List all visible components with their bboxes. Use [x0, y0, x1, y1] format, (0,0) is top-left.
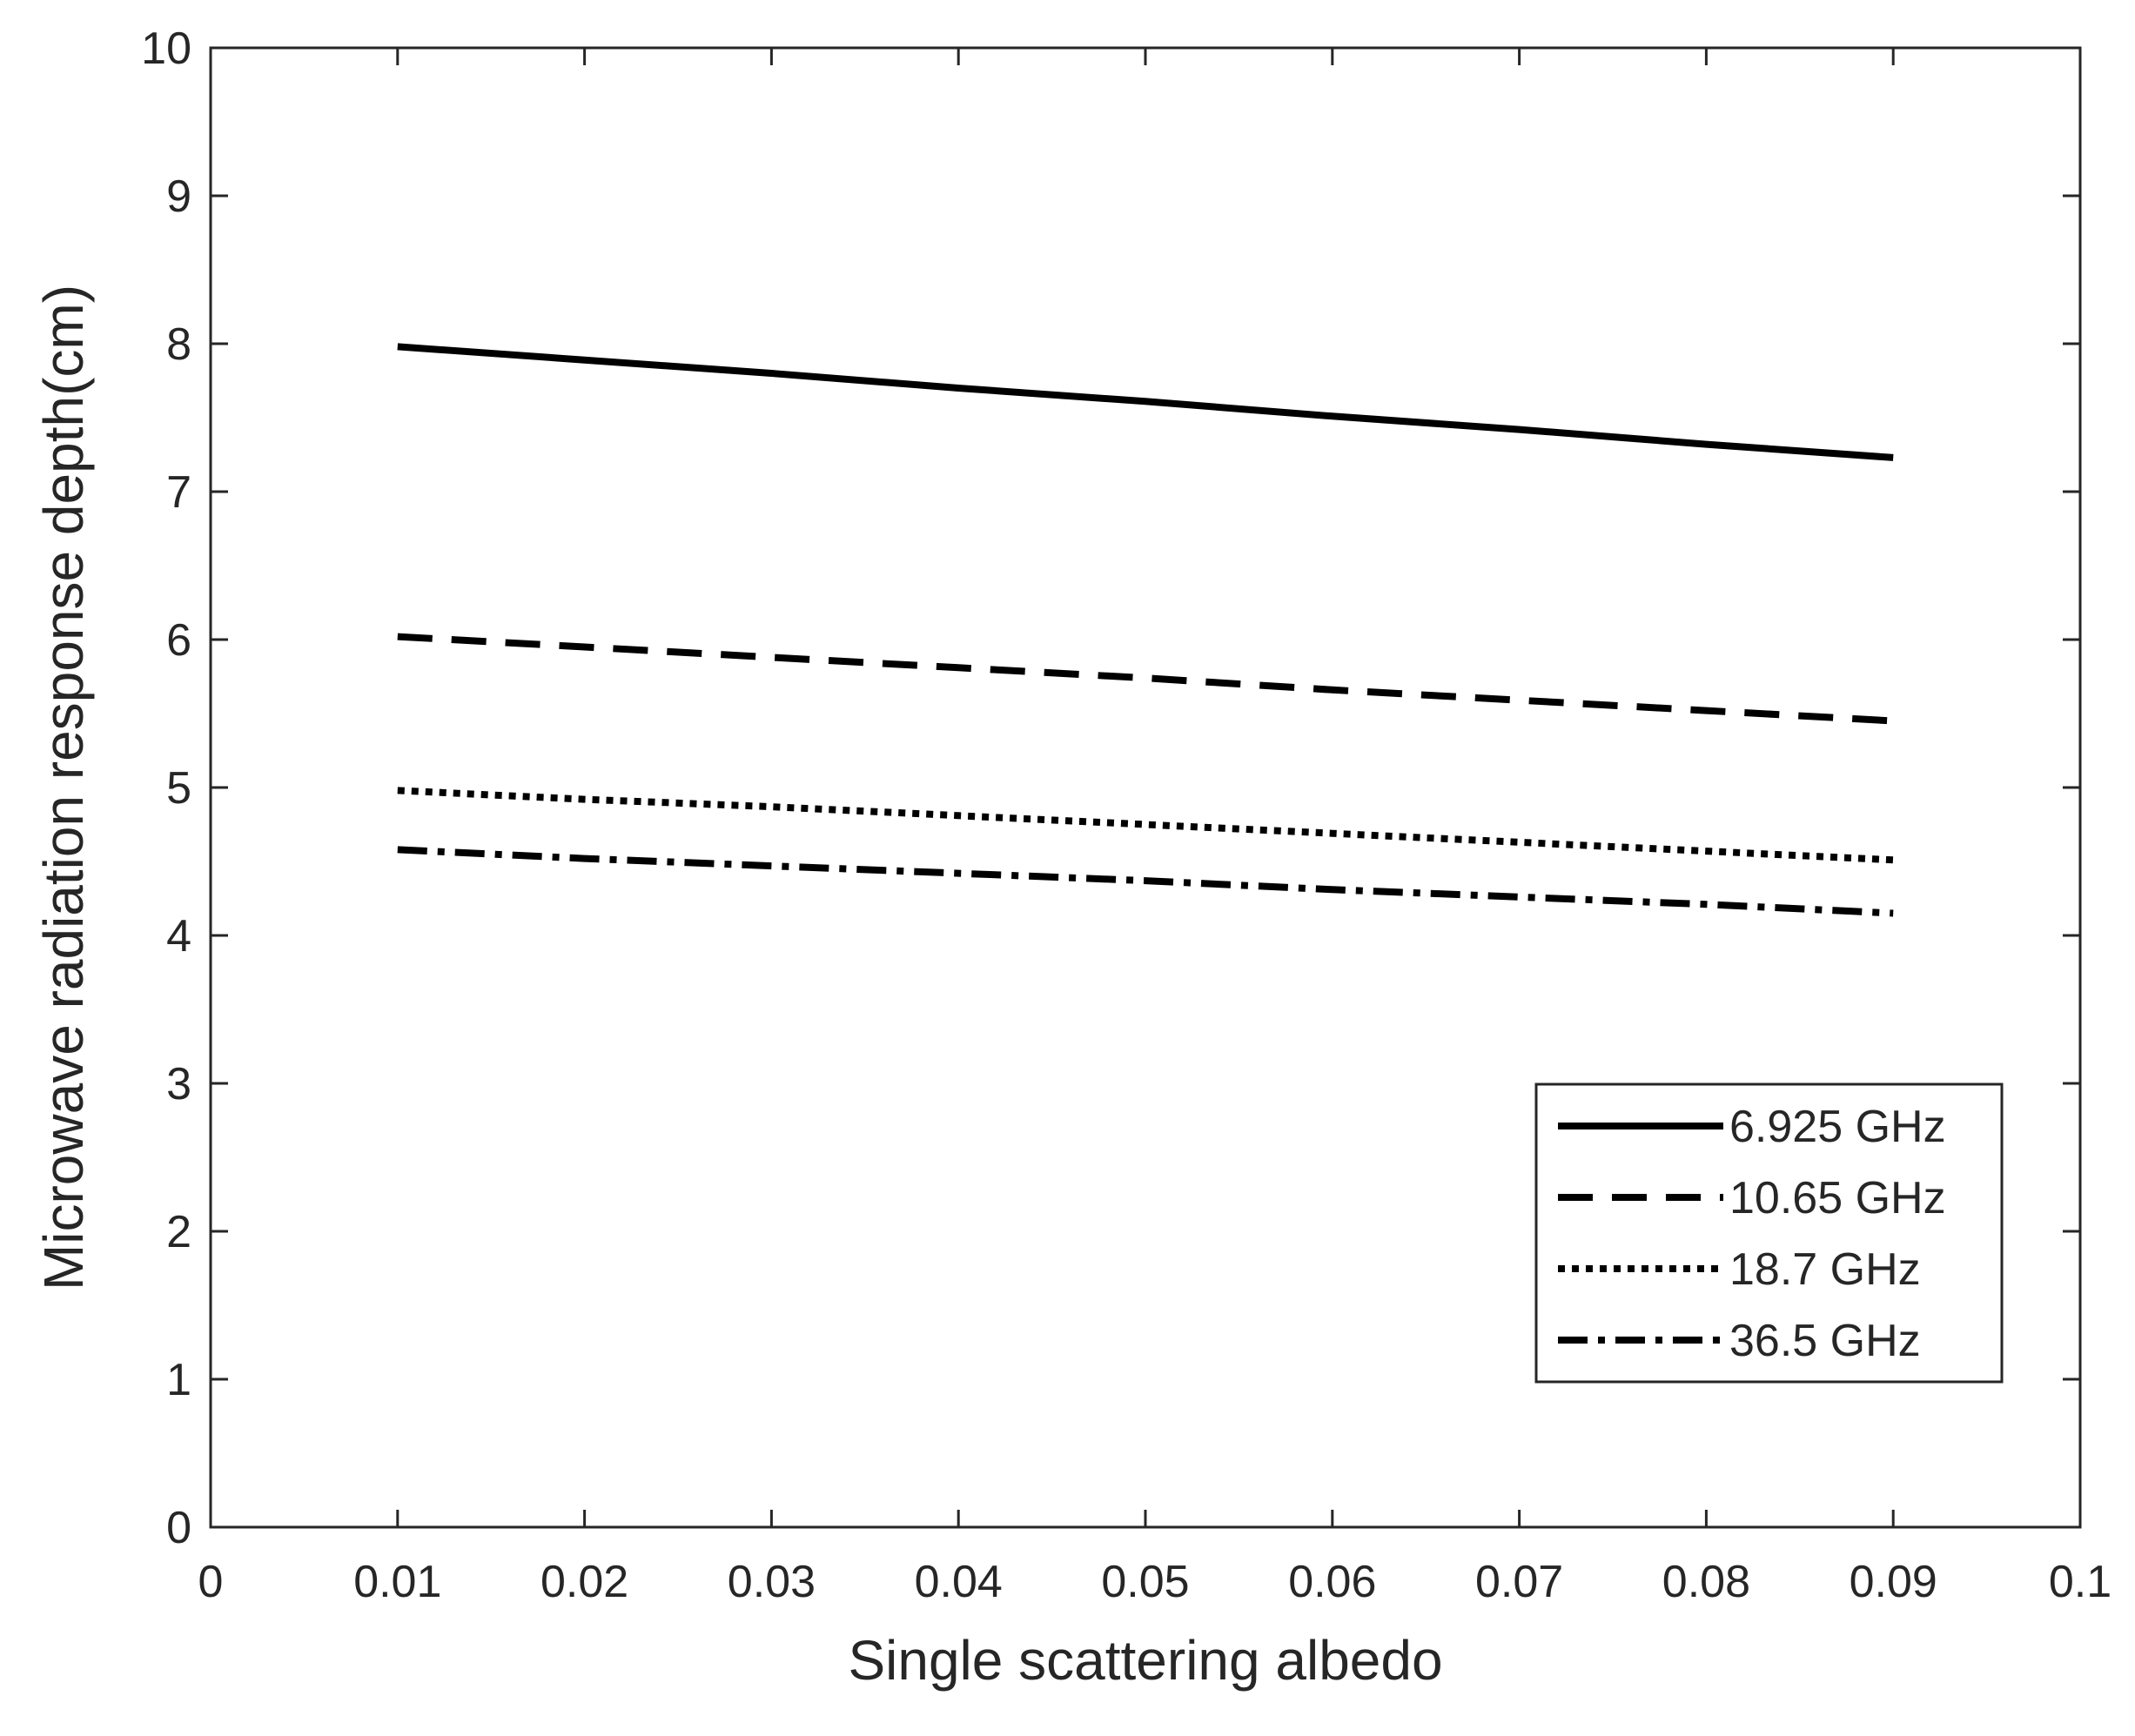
y-tick-label: 9 [166, 171, 191, 222]
y-tick-label: 1 [166, 1355, 191, 1405]
x-tick-label: 0.08 [1662, 1557, 1750, 1607]
y-tick-label: 5 [166, 763, 191, 814]
y-tick-label: 10 [141, 23, 191, 74]
y-tick-label: 2 [166, 1207, 191, 1257]
x-tick-label: 0.07 [1475, 1557, 1563, 1607]
x-tick-label: 0.09 [1850, 1557, 1937, 1607]
legend-label: 18.7 GHz [1729, 1244, 1921, 1295]
y-tick-label: 6 [166, 615, 191, 666]
x-tick-label: 0.03 [728, 1557, 816, 1607]
x-tick-label: 0.01 [353, 1557, 441, 1607]
legend: 6.925 GHz 10.65 GHz 18.7 GHz 36.5 GHz [1534, 1082, 2004, 1384]
x-tick-label: 0.06 [1288, 1557, 1376, 1607]
series-line [397, 343, 1894, 461]
legend-label: 10.65 GHz [1729, 1173, 1946, 1223]
y-tick-label: 4 [166, 911, 191, 962]
x-axis-label: Single scattering albedo [848, 1629, 1442, 1692]
y-tick-label: 8 [166, 319, 191, 370]
x-tick-label: 0 [198, 1557, 224, 1607]
series-line [397, 846, 1894, 917]
x-tick-label: 0.05 [1101, 1557, 1189, 1607]
legend-label: 6.925 GHz [1729, 1102, 1946, 1152]
series-line [397, 787, 1894, 864]
x-tick-label: 0.1 [2049, 1557, 2112, 1607]
y-tick-label: 3 [166, 1059, 191, 1109]
legend-label: 36.5 GHz [1729, 1316, 1921, 1366]
series-line [397, 633, 1894, 725]
y-tick-label: 0 [166, 1503, 191, 1553]
x-tick-label: 0.02 [540, 1557, 628, 1607]
y-tick-label: 7 [166, 467, 191, 518]
x-tick-label: 0.04 [915, 1557, 1003, 1607]
y-axis-label: Microwave radiation response depth(cm) [32, 285, 95, 1290]
legend-box [1534, 1082, 2004, 1384]
